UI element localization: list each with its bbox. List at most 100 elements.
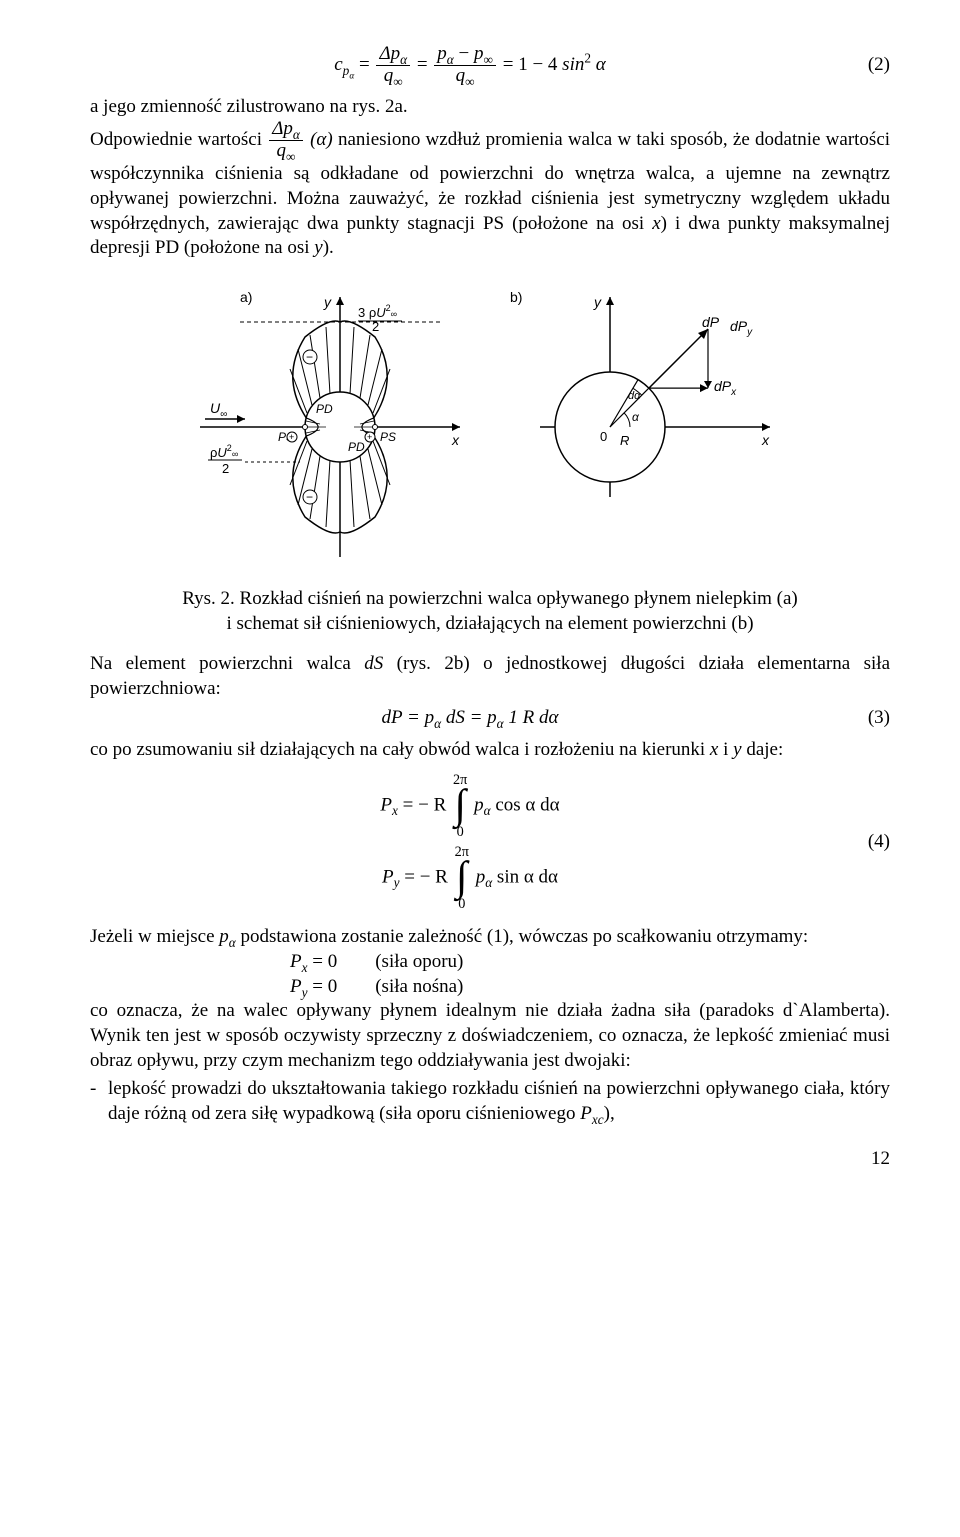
svg-text:−: − [306,490,313,504]
fig-b-dPx: dPx [714,378,737,398]
res2-a: P [290,976,302,997]
fig-a-pd-t: PD [316,402,333,416]
fig-b-dP: dP [702,314,720,330]
eq2-f2-den-sub: ∞ [465,74,474,89]
fig-a-Uinf: U∞ [210,400,227,420]
li1-a: lepkość prowadzi do ukształtowania takie… [108,1078,890,1124]
eq2-f2-num-a-sub: α [447,52,454,67]
fig-b-dalpha: dα [628,390,641,402]
eq2-sin: sin [562,54,584,75]
eq2-f2-den: q [456,65,466,86]
eq4-l1c: p [474,795,484,816]
eq2-f1-num-sub: α [400,52,407,67]
eq4-l1a: P [380,795,392,816]
p2-y: y [314,237,322,258]
svg-text:ρU2∞: ρU2∞ [210,443,238,460]
eq2-lhs-base: c [334,54,342,75]
eq2-f2-minus: − [454,43,474,64]
results-block: Px = 0 (siła oporu) Py = 0 (siła nośna) [290,950,890,999]
paragraph-5: Jeżeli w miejsce pα podstawiona zostanie… [90,925,890,950]
figure-2: a) x y 3 ρU2∞ 2 [90,277,890,577]
li1-P: P [580,1103,592,1124]
eq2-number: (2) [850,53,890,78]
bullet-1: lepkość prowadzi do ukształtowania takie… [108,1077,890,1126]
equation-4: Px = − R 2π∫0 pα cos α dα Py = − R 2π∫0 … [90,767,890,917]
eq2-alpha: α [591,54,606,75]
svg-text:−: − [306,350,313,364]
li1-b: ), [604,1103,615,1124]
eq2-f2-num-b-sub: ∞ [484,52,493,67]
caption-b: i schemat sił ciśnieniowych, działającyc… [226,613,753,634]
p2-frac-den-sub: ∞ [286,149,295,164]
p5-a: Jeżeli w miejsce [90,926,219,947]
p4-a: co po zsumowaniu sił działających na cał… [90,739,710,760]
eq4-l2c: p [476,867,486,888]
fig-b-0: 0 [600,429,607,444]
caption-a: Rys. 2. Rozkład ciśnień na powierzchni w… [182,588,798,609]
eq4-l1cs: α [484,803,491,818]
res1-a: P [290,951,302,972]
eq3-b: dS = p [441,707,497,728]
eq2-f1-num: Δp [379,43,400,64]
equation-4-body: Px = − R 2π∫0 pα cos α dα Py = − R 2π∫0 … [90,767,850,917]
svg-text:+: + [289,432,294,442]
p4-y: y [733,739,741,760]
fig-a-ps-r: PS [380,430,396,444]
fig-a-3: 3 [358,305,365,320]
p2-a: Odpowiednie wartości [90,129,267,150]
p2-x: x [652,213,660,234]
equation-2-body: cpα = Δpα q∞ = pα − p∞ q∞ = 1 − 4 sin2 α [90,44,850,87]
svg-text:3 ρU2∞: 3 ρU2∞ [358,303,397,320]
eq4-l1b: = − R [398,795,451,816]
p2-paren: (α) [310,129,333,150]
fig-a-rho2: ρ [210,445,217,460]
eq2-lhs-sub2: α [349,71,354,81]
fig-a-inf1: ∞ [391,309,397,319]
eq3-c: 1 R dα [504,707,559,728]
eq4-l2a: P [382,867,394,888]
eq2-f2-num-b: p [474,43,484,64]
eq3-a: dP = p [382,707,435,728]
p2-frac-num: Δp [272,118,293,139]
paragraph-1: a jego zmienność zilustrowano na rys. 2a… [90,95,890,120]
li1-sub: xc [592,1112,604,1127]
svg-text:+: + [367,432,372,442]
fig-b-alpha: α [632,410,640,424]
eq2-rhs-1: = 1 − 4 [503,54,562,75]
p5-sub: α [229,935,236,950]
figure-svg: a) x y 3 ρU2∞ 2 [180,277,800,577]
fig-a-y: y [323,294,332,310]
p3-dS: dS [364,653,383,674]
eq4-number: (4) [850,830,890,855]
eq2-f1-den: q [384,65,394,86]
eq4-l1d: cos α dα [491,795,560,816]
eq4-l2b: = − R [400,867,453,888]
fig-a-rho1: ρ [369,305,376,320]
paragraph-4: co po zsumowaniu sił działających na cał… [90,738,890,763]
paragraph-6: co oznacza, że na walec opływany płynem … [90,999,890,1073]
equation-3-body: dP = pα dS = pα 1 R dα [90,706,850,731]
eq3-number: (3) [850,706,890,731]
fig-b-R: R [620,433,629,448]
paragraph-3: Na element powierzchni walca dS (rys. 2b… [90,652,890,701]
res2-b: = 0 (siła nośna) [308,976,464,997]
p5-b: podstawiona zostanie zależność (1), wówc… [236,926,808,947]
eq4-l2d: sin α dα [492,867,558,888]
fig-label-b: b) [510,289,522,305]
fig-a-x: x [451,432,460,448]
p2-d: ). [323,237,334,258]
p4-c: daje: [742,739,784,760]
fig-a-pd-b: PD [348,440,365,454]
paragraph-2: Odpowiednie wartości Δpα q∞ (α) naniesio… [90,119,890,261]
bullet-list: lepkość prowadzi do ukształtowania takie… [90,1077,890,1126]
eq2-f1-den-sub: ∞ [393,74,402,89]
fig-b-x: x [761,432,770,448]
p2-frac-den: q [277,140,287,161]
p2-frac-num-sub: α [293,127,300,142]
eq2-f2-num-a: p [437,43,447,64]
res1-b: = 0 (siła oporu) [308,951,464,972]
fig-a-inf2: ∞ [232,449,238,459]
equation-3: dP = pα dS = pα 1 R dα (3) [90,706,890,731]
equation-2: cpα = Δpα q∞ = pα − p∞ q∞ = 1 − 4 sin2 α… [90,44,890,87]
eq3-sb: α [497,716,504,731]
